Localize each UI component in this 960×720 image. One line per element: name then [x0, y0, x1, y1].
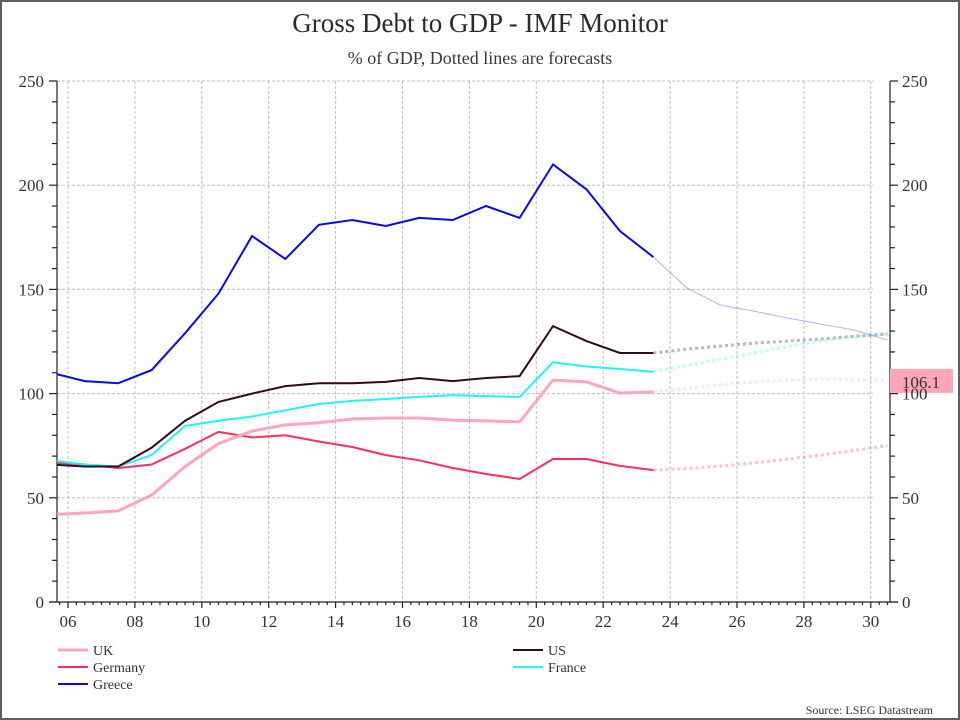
germany-forecast-line	[653, 444, 888, 472]
legend-label-greece: Greece	[93, 678, 133, 693]
chart-title: Gross Debt to GDP - IMF Monitor	[292, 8, 668, 38]
y-tick-label-right: 0	[902, 593, 911, 612]
germany-line	[57, 430, 654, 481]
x-tick-label: 28	[795, 612, 812, 631]
x-tick-label: 12	[260, 612, 277, 631]
france-forecast-line	[653, 332, 888, 374]
legend-label-france: France	[548, 661, 586, 676]
chart-subtitle: % of GDP, Dotted lines are forecasts	[348, 48, 612, 68]
legend-label-germany: Germany	[93, 661, 145, 676]
y-tick-label-right: 250	[902, 72, 928, 91]
greece-forecast-line	[653, 256, 888, 341]
uk-last-value-badge	[890, 368, 953, 393]
gridlines	[57, 80, 873, 602]
x-tick-label: 14	[327, 612, 345, 631]
y-tick-label-left: 250	[19, 72, 45, 91]
x-tick-label: 10	[193, 612, 210, 631]
x-tick-label: 08	[126, 612, 143, 631]
y-tick-label-left: 0	[36, 593, 45, 612]
uk-line	[57, 378, 654, 516]
y-tick-label-left: 50	[27, 489, 44, 508]
y-tick-label-right: 50	[902, 489, 919, 508]
uk-last-value-label: 106.1	[902, 373, 940, 392]
source-note: Source: LSEG Datastream	[806, 703, 934, 717]
us-forecast-line	[653, 332, 888, 355]
x-tick-label: 30	[862, 612, 879, 631]
y-tick-label-left: 100	[19, 385, 45, 404]
legend: UK Germany Greece US France	[58, 644, 586, 693]
y-tick-label-right: 100	[902, 385, 928, 404]
us-line	[57, 324, 654, 468]
x-tick-label: 20	[528, 612, 545, 631]
x-tick-label: 24	[662, 612, 680, 631]
x-tick-label: 06	[60, 612, 77, 631]
y-tick-label-right: 150	[902, 280, 928, 299]
greece-line	[57, 162, 655, 385]
y-tick-label-right: 200	[902, 176, 928, 195]
legend-label-uk: UK	[93, 644, 113, 659]
axes	[49, 80, 898, 608]
legend-label-us: US	[548, 644, 566, 659]
series-lines: 106.1	[57, 162, 953, 516]
x-tick-label: 22	[595, 612, 612, 631]
france-line	[57, 361, 654, 468]
tick-labels: 0 0 50 50 100 100 150 150 200 200 250 250 06 08 10 12 14…	[19, 72, 928, 631]
x-tick-label: 26	[729, 612, 746, 631]
y-tick-label-left: 200	[19, 176, 45, 195]
uk-forecast-line	[653, 377, 888, 394]
x-tick-label: 18	[461, 612, 478, 631]
y-tick-label-left: 150	[19, 280, 45, 299]
x-tick-label: 16	[394, 612, 411, 631]
